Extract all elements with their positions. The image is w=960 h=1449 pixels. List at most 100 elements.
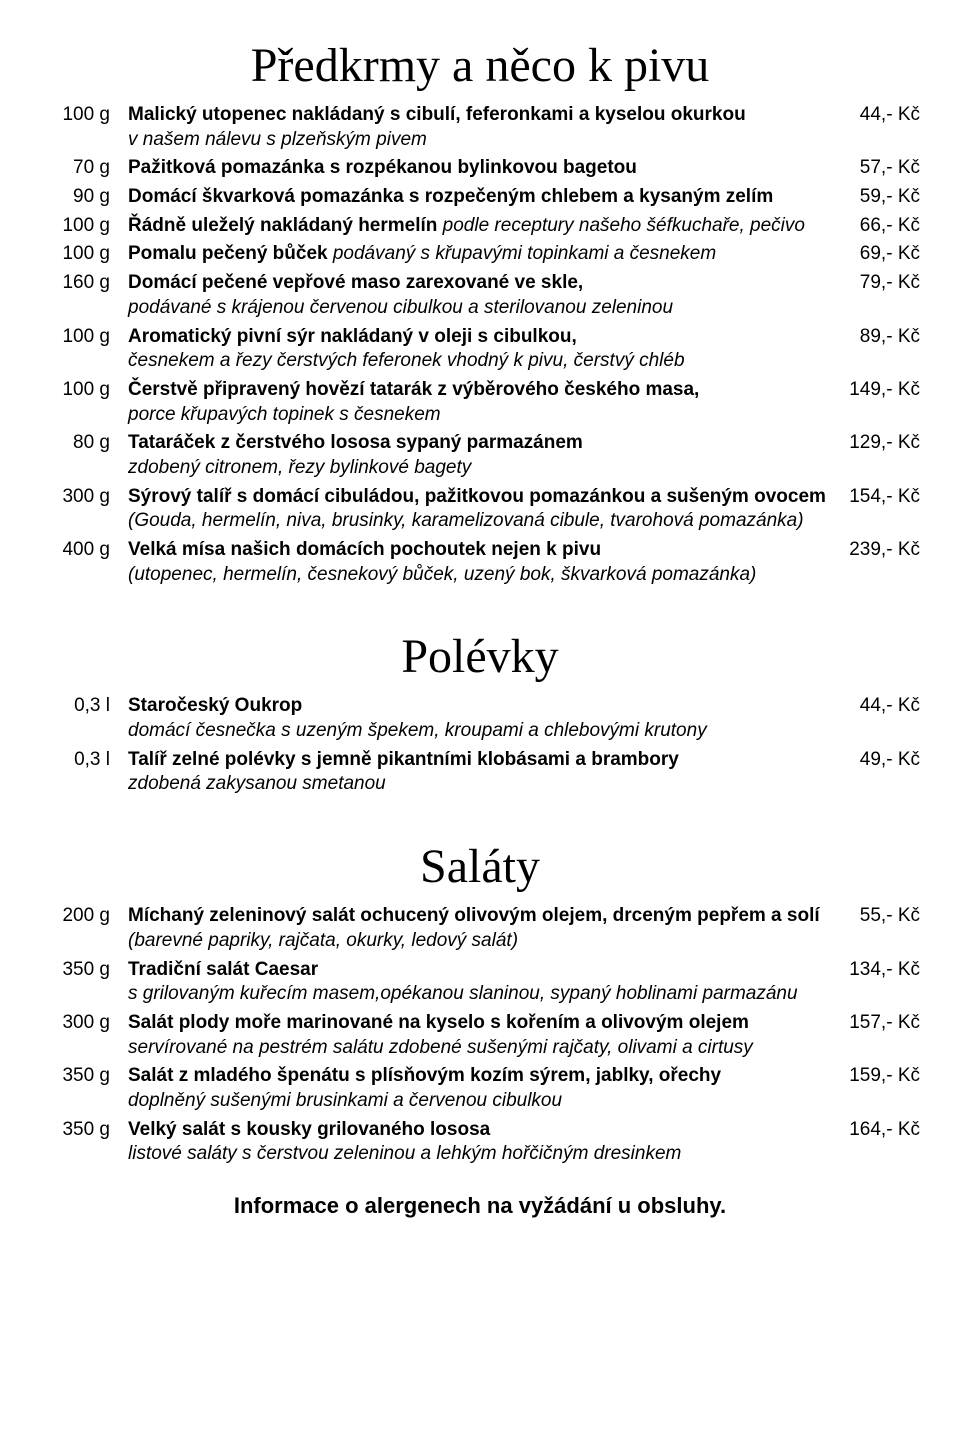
item-content: Velká mísa našich domácích pochoutek nej…: [128, 538, 830, 587]
item-title: Malický utopenec nakládaný s cibulí, fef…: [128, 104, 746, 125]
menu-item: 350 gTradiční salát Caesars grilovaným k…: [40, 958, 920, 1007]
item-title: Sýrový talíř s domácí cibuládou, pažitko…: [128, 486, 826, 507]
item-title-ext: podle receptury našeho šéfkuchaře, pečiv…: [437, 215, 805, 236]
item-price: 239,- Kč: [830, 538, 920, 563]
item-content: Pomalu pečený bůček podávaný s křupavými…: [128, 242, 830, 267]
menu-item: 400 gVelká mísa našich domácích pochoute…: [40, 538, 920, 587]
item-price: 157,- Kč: [830, 1011, 920, 1036]
item-quantity: 100 g: [40, 378, 128, 403]
item-price: 44,- Kč: [830, 103, 920, 128]
menu-root: Předkrmy a něco k pivu100 gMalický utope…: [40, 38, 920, 1167]
item-price: 44,- Kč: [830, 694, 920, 719]
menu-item: 200 gMíchaný zeleninový salát ochucený o…: [40, 904, 920, 953]
item-description: doplněný sušenými brusinkami a červenou …: [128, 1089, 830, 1114]
item-title: Velký salát s kousky grilovaného lososa: [128, 1119, 490, 1140]
item-content: Malický utopenec nakládaný s cibulí, fef…: [128, 103, 830, 152]
item-price: 159,- Kč: [830, 1064, 920, 1089]
item-title: Talíř zelné polévky s jemně pikantními k…: [128, 749, 679, 770]
item-quantity: 100 g: [40, 214, 128, 239]
item-price: 154,- Kč: [830, 485, 920, 510]
item-price: 129,- Kč: [830, 431, 920, 456]
item-description: porce křupavých topinek s česnekem: [128, 403, 830, 428]
item-content: Staročeský Oukrop domácí česnečka s uzený…: [128, 694, 830, 743]
item-content: Tataráček z čerstvého lososa sypaný parm…: [128, 431, 830, 480]
item-content: Talíř zelné polévky s jemně pikantními k…: [128, 748, 830, 797]
item-quantity: 100 g: [40, 325, 128, 350]
item-description: s grilovaným kuřecím masem,opékanou slan…: [128, 982, 830, 1007]
item-title-ext: podávaný s křupavými topinkami a česneke…: [328, 243, 717, 264]
item-content: Salát z mladého špenátu s plísňovým kozí…: [128, 1064, 830, 1113]
item-description: podávané s krájenou červenou cibulkou a …: [128, 296, 830, 321]
item-description: česnekem a řezy čerstvých feferonek vhod…: [128, 349, 830, 374]
item-title: Salát plody moře marinované na kyselo s …: [128, 1012, 749, 1033]
item-content: Salát plody moře marinované na kyselo s …: [128, 1011, 830, 1060]
item-quantity: 200 g: [40, 904, 128, 929]
item-content: Čerstvě připravený hovězí tatarák z výbě…: [128, 378, 830, 427]
item-title: Domácí pečené vepřové maso zarexované ve…: [128, 272, 583, 293]
item-content: Velký salát s kousky grilovaného lososal…: [128, 1118, 830, 1167]
item-price: 149,- Kč: [830, 378, 920, 403]
menu-item: 70 gPažitková pomazánka s rozpékanou byl…: [40, 156, 920, 181]
menu-item: 100 gAromatický pivní sýr nakládaný v ol…: [40, 325, 920, 374]
item-content: Řádně uleželý nakládaný hermelín podle r…: [128, 214, 830, 239]
allergen-note: Informace o alergenech na vyžádání u obs…: [40, 1193, 920, 1219]
item-quantity: 400 g: [40, 538, 128, 563]
section-heading: Saláty: [40, 839, 920, 894]
item-quantity: 90 g: [40, 185, 128, 210]
item-content: Aromatický pivní sýr nakládaný v oleji s…: [128, 325, 830, 374]
menu-item: 100 gPomalu pečený bůček podávaný s křup…: [40, 242, 920, 267]
menu-item: 90 gDomácí škvarková pomazánka s rozpeče…: [40, 185, 920, 210]
menu-item: 100 gMalický utopenec nakládaný s cibulí…: [40, 103, 920, 152]
menu-item: 0,3 lStaročeský Oukrop domácí česnečka s …: [40, 694, 920, 743]
item-content: Sýrový talíř s domácí cibuládou, pažitko…: [128, 485, 830, 534]
item-content: Domácí pečené vepřové maso zarexované ve…: [128, 271, 830, 320]
item-title: Čerstvě připravený hovězí tatarák z výbě…: [128, 379, 699, 400]
item-quantity: 0,3 l: [40, 694, 128, 719]
menu-item: 300 gSalát plody moře marinované na kyse…: [40, 1011, 920, 1060]
item-title: Tradiční salát Caesar: [128, 959, 318, 980]
item-quantity: 300 g: [40, 485, 128, 510]
item-title: Míchaný zeleninový salát ochucený olivov…: [128, 905, 820, 926]
item-quantity: 350 g: [40, 958, 128, 983]
item-title: Tataráček z čerstvého lososa sypaný parm…: [128, 432, 583, 453]
item-price: 55,- Kč: [830, 904, 920, 929]
item-description: domácí česnečka s uzeným špekem, kroupam…: [128, 719, 830, 744]
item-price: 59,- Kč: [830, 185, 920, 210]
menu-item: 300 gSýrový talíř s domácí cibuládou, pa…: [40, 485, 920, 534]
item-quantity: 350 g: [40, 1064, 128, 1089]
section-gap: [40, 801, 920, 831]
item-quantity: 80 g: [40, 431, 128, 456]
item-title: Staročeský Oukrop: [128, 695, 302, 716]
item-description: servírované na pestrém salátu zdobené su…: [128, 1036, 830, 1061]
item-description: zdobený citronem, řezy bylinkové bagety: [128, 456, 830, 481]
item-price: 57,- Kč: [830, 156, 920, 181]
section-heading: Předkrmy a něco k pivu: [40, 38, 920, 93]
item-quantity: 70 g: [40, 156, 128, 181]
item-price: 134,- Kč: [830, 958, 920, 983]
item-quantity: 100 g: [40, 242, 128, 267]
item-title: Řádně uleželý nakládaný hermelín: [128, 215, 437, 236]
section-gap: [40, 591, 920, 621]
menu-item: 160 gDomácí pečené vepřové maso zarexova…: [40, 271, 920, 320]
item-price: 89,- Kč: [830, 325, 920, 350]
item-description: v našem nálevu s plzeňským pivem: [128, 128, 830, 153]
menu-item: 80 gTataráček z čerstvého lososa sypaný …: [40, 431, 920, 480]
item-quantity: 160 g: [40, 271, 128, 296]
item-title: Domácí škvarková pomazánka s rozpečeným …: [128, 186, 773, 207]
item-price: 66,- Kč: [830, 214, 920, 239]
menu-item: 100 gČerstvě připravený hovězí tatarák z…: [40, 378, 920, 427]
item-content: Pažitková pomazánka s rozpékanou bylinko…: [128, 156, 830, 181]
menu-item: 350 gSalát z mladého špenátu s plísňovým…: [40, 1064, 920, 1113]
item-content: Domácí škvarková pomazánka s rozpečeným …: [128, 185, 830, 210]
item-price: 79,- Kč: [830, 271, 920, 296]
item-description: zdobená zakysanou smetanou: [128, 772, 830, 797]
item-quantity: 0,3 l: [40, 748, 128, 773]
menu-item: 350 gVelký salát s kousky grilovaného lo…: [40, 1118, 920, 1167]
item-title: Pomalu pečený bůček: [128, 243, 328, 264]
item-description: (barevné papriky, rajčata, okurky, ledov…: [128, 929, 830, 954]
item-content: Míchaný zeleninový salát ochucený olivov…: [128, 904, 830, 953]
item-price: 69,- Kč: [830, 242, 920, 267]
item-title: Velká mísa našich domácích pochoutek nej…: [128, 539, 601, 560]
item-description: (utopenec, hermelín, česnekový bůček, uz…: [128, 563, 830, 588]
item-title: Aromatický pivní sýr nakládaný v oleji s…: [128, 326, 577, 347]
